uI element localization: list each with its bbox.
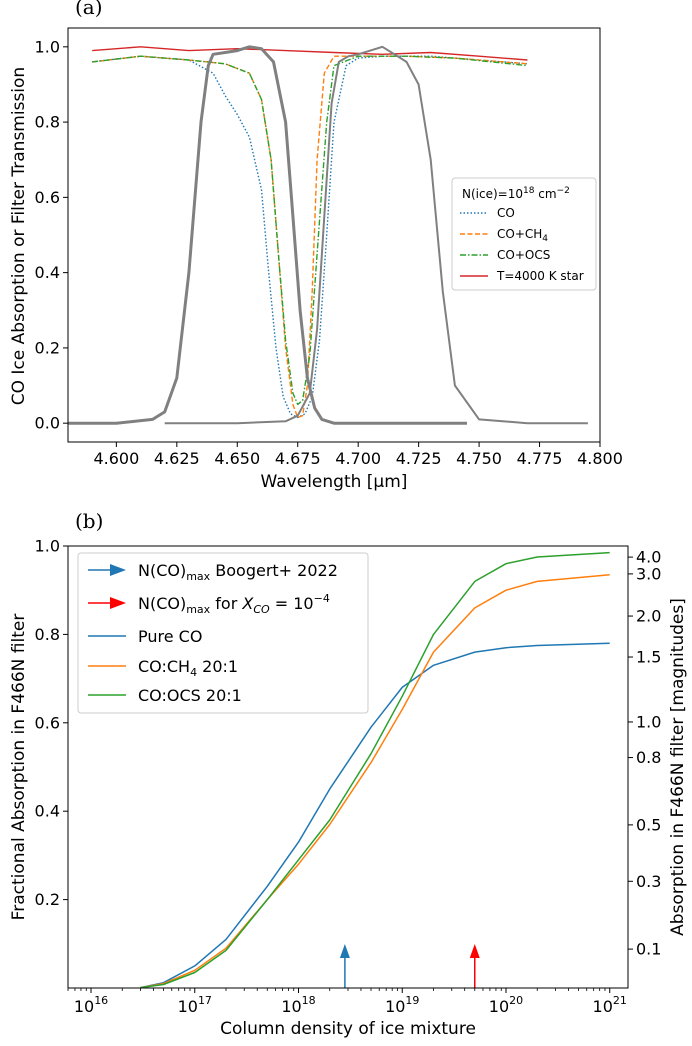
legend-label-co-ch4-sub: 4 xyxy=(542,234,548,244)
legend-co-ch4-mix-main: CO:CH xyxy=(138,657,190,676)
panel-b-legend-box xyxy=(77,552,369,714)
legend-label-co-ocs: CO+OCS xyxy=(497,248,550,262)
y-tick-label: 0.0 xyxy=(35,414,60,433)
y-tick-label: 1.0 xyxy=(35,37,60,56)
arrow-head-2 xyxy=(469,944,480,958)
x-tick-label: 4.650 xyxy=(214,449,260,468)
line-co-ocs-20-1 xyxy=(140,551,610,989)
right-tick-label: 3.0 xyxy=(636,564,661,583)
line-co xyxy=(92,55,528,419)
legend-label-co-ch4: CO+CH4 xyxy=(497,227,548,244)
legend-arrowhead-xco xyxy=(110,597,126,609)
legend-label-arrow-xco: N(CO)max for XCO = 10−4 xyxy=(138,592,330,616)
panel-a-x-axis-label: Wavelength [μm] xyxy=(261,472,408,492)
arrow-head-1 xyxy=(339,944,350,958)
legend-label-pure-co: Pure CO xyxy=(138,627,202,646)
y-tick-label: 0.2 xyxy=(35,890,60,909)
right-tick-label: 0.5 xyxy=(636,815,661,834)
panel-a-legend-title: N(ice)=1018 cm−2 xyxy=(462,186,570,201)
panel-a-plot-lines xyxy=(68,45,588,425)
y-tick-label: 0.4 xyxy=(35,263,60,282)
x-tick-label: 4.700 xyxy=(335,449,381,468)
x-tick-label: 4.675 xyxy=(275,449,321,468)
panel-b-label: (b) xyxy=(75,509,103,533)
legend-label-co-ch4-text: CO+CH xyxy=(497,227,542,241)
x-tick-label: 1019 xyxy=(385,994,419,1016)
legend-arrow-boogert-sub: max xyxy=(186,570,210,583)
legend-label-arrow-boogert: N(CO)max Boogert+ 2022 xyxy=(138,561,338,583)
legend-arrow-xco-sub: max xyxy=(186,603,210,616)
right-tick-label: 2.0 xyxy=(636,607,661,626)
legend-co-ch4-mix-rest: 20:1 xyxy=(197,657,238,676)
legend-arrowhead-boogert xyxy=(110,564,126,576)
legend-arrow-xco-eq-exp: −4 xyxy=(314,592,330,605)
legend-label-star: T=4000 K star xyxy=(496,269,584,283)
x-tick-label: 1016 xyxy=(74,994,108,1016)
panel-b-x-axis-label: Column density of ice mixture xyxy=(220,1019,476,1039)
panel-a-plot-frame xyxy=(67,27,601,443)
y-tick-label: 0.4 xyxy=(35,802,60,821)
x-tick-label: 4.625 xyxy=(154,449,200,468)
legend-arrow-xco-eq: = 10 xyxy=(270,594,314,613)
x-tick-label: 4.725 xyxy=(396,449,442,468)
panel-b-arrows xyxy=(339,944,480,988)
right-tick-label: 1.0 xyxy=(636,712,661,731)
legend-label-co: CO xyxy=(497,206,515,220)
x-tick-label: 4.800 xyxy=(577,449,623,468)
right-tick-label: 0.8 xyxy=(636,748,661,767)
line-pure-co xyxy=(140,642,610,989)
legend-arrow-boogert-main: N(CO) xyxy=(138,561,186,580)
line-co-ch xyxy=(140,573,610,989)
legend-title-unit-exp: −2 xyxy=(557,186,570,196)
legend-arrow-boogert-rest: Boogert+ 2022 xyxy=(210,561,338,580)
panel-b-y-axis-label: Fractional Absorption in F466N filter xyxy=(9,614,29,921)
panel-b-ticks: 1016 1017 1018 1019 1020 1021 0.2 0.4 0.6 0.8 1.0 0… xyxy=(35,537,662,1017)
right-tick-label: 0.3 xyxy=(636,872,661,891)
y-tick-label: 0.6 xyxy=(35,188,60,207)
y-tick-label: 0.6 xyxy=(35,713,60,732)
legend-arrow-xco-math-sub: CO xyxy=(253,603,270,616)
panel-a-legend: N(ice)=1018 cm−2 CO CO+CH4 CO+OCS T=4000… xyxy=(451,177,597,291)
legend-title-unit-text: cm xyxy=(538,187,556,201)
panel-a-label: (a) xyxy=(75,0,103,19)
x-tick-label: 4.775 xyxy=(517,449,563,468)
y-tick-label: 0.8 xyxy=(35,113,60,132)
legend-title-text: N(ice)=10 xyxy=(462,187,523,201)
legend-arrow-xco-rest: for xyxy=(210,594,242,613)
panel-b-right-y-axis-label: Absorption in F466N filter [magnitudes] xyxy=(668,598,688,936)
filter-curve-1 xyxy=(68,45,467,425)
panel-b-legend: N(CO)max Boogert+ 2022 N(CO)max for XCO … xyxy=(77,552,369,714)
x-tick-label: 1021 xyxy=(593,994,627,1016)
panel-a-y-axis-label: CO Ice Absorption or Filter Transmission xyxy=(9,67,29,405)
y-tick-label: 0.8 xyxy=(35,625,60,644)
y-tick-label: 1.0 xyxy=(35,537,60,556)
legend-label-co-ch4-mix: CO:CH4 20:1 xyxy=(138,657,238,679)
panel-a-legend-box xyxy=(451,177,597,291)
x-tick-label: 1018 xyxy=(281,994,315,1016)
x-tick-label: 1017 xyxy=(178,994,212,1016)
right-tick-label: 1.5 xyxy=(636,648,661,667)
panel-a: (a) 4.600 4.625 4.650 4.675 4.700 4.725 4.750 4… xyxy=(9,0,623,492)
legend-label-co-ocs-mix: CO:OCS 20:1 xyxy=(138,686,242,705)
x-tick-label: 4.750 xyxy=(456,449,502,468)
legend-arrow-xco-main: N(CO) xyxy=(138,594,186,613)
line-t-4000-k-star xyxy=(92,46,528,61)
right-tick-label: 4.0 xyxy=(636,548,661,567)
panel-a-ticks: 4.600 4.625 4.650 4.675 4.700 4.725 4.750 4.775… xyxy=(35,37,623,468)
legend-arrow-xco-math: X xyxy=(241,594,254,613)
line-co-ocs xyxy=(92,55,528,406)
panel-b: (b) 1016 1017 1018 1019 1020 1021 0.2 0.4 0.6 0.8… xyxy=(9,509,688,1039)
right-tick-label: 0.1 xyxy=(636,940,661,959)
y-tick-label: 0.2 xyxy=(35,338,60,357)
x-tick-label: 4.600 xyxy=(93,449,139,468)
filter-curve-2 xyxy=(164,45,588,425)
x-tick-label: 1020 xyxy=(489,994,523,1016)
legend-co-ch4-mix-sub: 4 xyxy=(190,666,197,679)
legend-title-exp: 18 xyxy=(523,186,535,196)
panel-b-plot-lines xyxy=(140,551,610,989)
